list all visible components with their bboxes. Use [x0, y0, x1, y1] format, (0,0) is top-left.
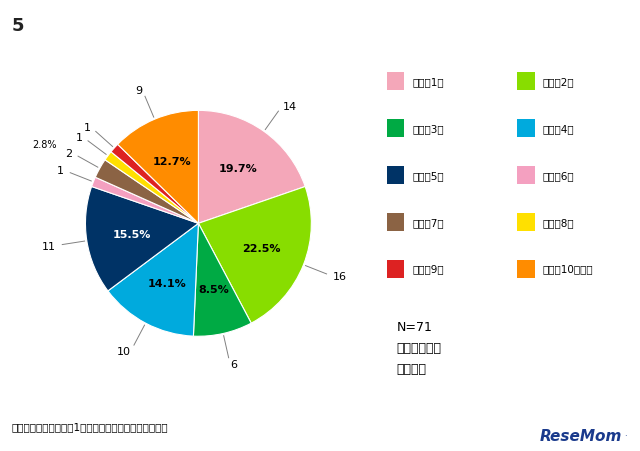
Text: 平均週5回: 平均週5回 [412, 170, 444, 180]
Text: 2: 2 [65, 148, 72, 158]
Text: 登下校における付添介助者の平均付添い回数: 登下校における付添介助者の平均付添い回数 [237, 17, 438, 35]
Text: 11: 11 [42, 241, 56, 251]
Text: ReseMom: ReseMom [540, 428, 622, 443]
Wedge shape [118, 111, 198, 224]
Text: 14.1%: 14.1% [147, 279, 186, 289]
Text: 平均週9回: 平均週9回 [412, 264, 444, 274]
Wedge shape [105, 152, 198, 224]
Text: 22.5%: 22.5% [242, 244, 281, 253]
Text: 2.8%: 2.8% [32, 140, 56, 150]
Text: N=71
複数回答不可
任意回答: N=71 複数回答不可 任意回答 [397, 320, 442, 375]
FancyBboxPatch shape [387, 166, 404, 184]
Wedge shape [92, 178, 198, 224]
Text: 平均週8回: 平均週8回 [543, 217, 574, 227]
Text: 19.7%: 19.7% [218, 164, 257, 174]
Text: 平均週2回: 平均週2回 [543, 77, 574, 87]
Text: 9: 9 [135, 86, 142, 96]
FancyBboxPatch shape [517, 260, 535, 278]
FancyBboxPatch shape [387, 260, 404, 278]
Text: 16: 16 [333, 272, 347, 282]
Text: 14: 14 [282, 101, 296, 111]
Text: 5: 5 [12, 17, 24, 35]
Text: 平均週7回: 平均週7回 [412, 217, 444, 227]
Text: 1: 1 [76, 133, 83, 143]
FancyBboxPatch shape [387, 213, 404, 231]
Wedge shape [108, 224, 198, 336]
Wedge shape [198, 187, 311, 323]
Text: 平均週6回: 平均週6回 [543, 170, 574, 180]
FancyBboxPatch shape [517, 120, 535, 138]
FancyBboxPatch shape [517, 166, 535, 184]
FancyBboxPatch shape [387, 120, 404, 138]
Wedge shape [198, 111, 305, 224]
Text: 8.5%: 8.5% [198, 285, 228, 295]
Text: 平均週1回: 平均週1回 [412, 77, 444, 87]
Text: 平均週3回: 平均週3回 [412, 124, 444, 134]
Text: 6: 6 [230, 359, 237, 369]
Text: 登校・下校をそれぞれ1回とカウントし平均回数を記載: 登校・下校をそれぞれ1回とカウントし平均回数を記載 [11, 421, 168, 431]
Text: 15.5%: 15.5% [112, 229, 150, 239]
FancyBboxPatch shape [517, 213, 535, 231]
Text: 12.7%: 12.7% [153, 156, 191, 166]
FancyBboxPatch shape [517, 73, 535, 91]
Text: 1: 1 [84, 123, 91, 133]
Text: 10: 10 [116, 346, 131, 356]
Text: 1: 1 [57, 166, 64, 176]
Wedge shape [95, 161, 198, 224]
Text: 平均週4回: 平均週4回 [543, 124, 574, 134]
Text: 平均週10回以上: 平均週10回以上 [543, 264, 593, 274]
Text: ·: · [624, 431, 627, 440]
FancyBboxPatch shape [387, 73, 404, 91]
Wedge shape [193, 224, 252, 336]
Wedge shape [86, 187, 198, 291]
Wedge shape [111, 145, 198, 224]
